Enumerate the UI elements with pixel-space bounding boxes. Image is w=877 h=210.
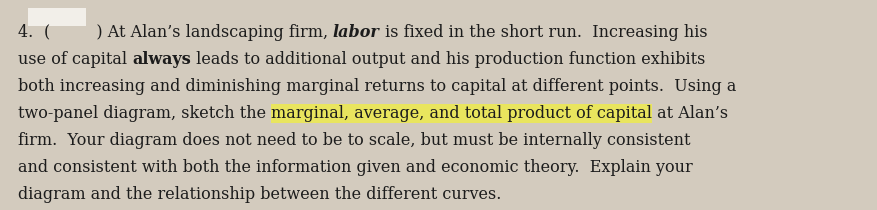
Text: both increasing and diminishing marginal returns to capital at different points.: both increasing and diminishing marginal… xyxy=(18,78,736,95)
Text: firm.  Your diagram does not need to be to scale, but must be internally consist: firm. Your diagram does not need to be t… xyxy=(18,132,689,149)
Text: labor: labor xyxy=(332,24,379,41)
Text: 4.: 4. xyxy=(18,24,44,41)
Text: always: always xyxy=(132,51,191,68)
Bar xyxy=(271,104,652,123)
Text: diagram and the relationship between the different curves.: diagram and the relationship between the… xyxy=(18,186,501,203)
Text: (         ) At Alan’s landscaping firm,: ( ) At Alan’s landscaping firm, xyxy=(44,24,332,41)
Bar xyxy=(28,8,86,26)
Text: marginal, average, and total product of capital: marginal, average, and total product of … xyxy=(271,105,652,122)
Text: two-panel diagram, sketch the: two-panel diagram, sketch the xyxy=(18,105,271,122)
Text: at Alan’s: at Alan’s xyxy=(652,105,728,122)
Text: leads to additional output and his production function exhibits: leads to additional output and his produ… xyxy=(191,51,704,68)
Text: and consistent with both the information given and economic theory.  Explain you: and consistent with both the information… xyxy=(18,159,692,176)
Text: is fixed in the short run.  Increasing his: is fixed in the short run. Increasing hi… xyxy=(379,24,706,41)
Text: use of capital: use of capital xyxy=(18,51,132,68)
